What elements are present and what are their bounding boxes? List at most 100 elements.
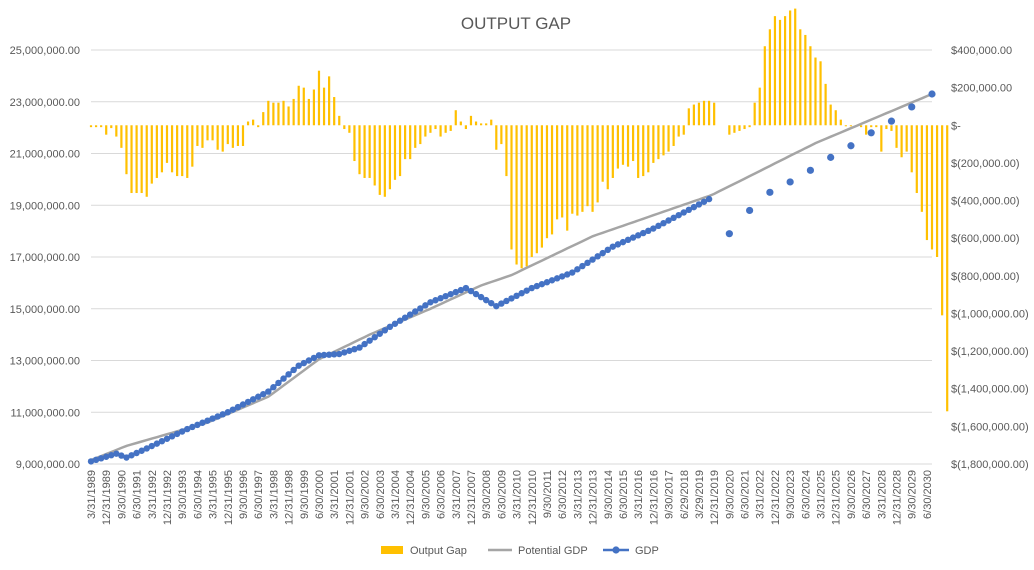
gdp-point <box>604 246 611 254</box>
left-axis-ticks: 9,000,000.00 11,000,000.00 13,000,000.00 15… <box>10 45 80 471</box>
output-gap-bar <box>915 125 918 194</box>
x-tick-label: 3/31/2001 <box>329 470 341 519</box>
gdp-point <box>260 390 267 398</box>
output-gap-bar <box>794 8 797 126</box>
gdp-point <box>295 362 302 369</box>
x-tick-label: 12/31/2013 <box>588 470 600 525</box>
left-tick-label: 25,000,000.00 <box>10 45 80 57</box>
output-gap-bar <box>748 125 751 128</box>
right-tick-label: $(1,400,000.00) <box>951 384 1029 396</box>
x-axis-ticks: 3/31/1989 12/31/1989 9/30/1990 6/30/1991 3/3… <box>86 470 934 525</box>
gdp-point <box>356 344 363 351</box>
x-tick-label: 12/31/1992 <box>162 470 174 525</box>
right-tick-label: $- <box>951 120 961 132</box>
output-gap-bar <box>535 125 538 254</box>
legend-item-output-gap: Output Gap <box>381 545 467 557</box>
left-tick-label: 9,000,000.00 <box>16 459 80 471</box>
x-tick-label: 6/30/2006 <box>436 470 448 519</box>
x-tick-label: 3/31/2010 <box>512 470 524 519</box>
output-gap-bar <box>895 125 898 148</box>
gdp-point <box>401 314 409 321</box>
output-gap-bar <box>576 125 579 216</box>
gdp-point <box>640 229 647 237</box>
output-gap-bar <box>252 119 255 126</box>
gdp-point <box>108 452 115 459</box>
output-gap-bar <box>378 125 381 195</box>
output-gap-bar <box>135 125 138 194</box>
gdp-point <box>513 292 520 300</box>
gdp-point <box>102 453 110 460</box>
output-gap-bars <box>89 8 949 412</box>
output-gap-bar <box>495 125 498 150</box>
gdp-point <box>305 357 313 364</box>
left-tick-label: 11,000,000.00 <box>10 407 80 419</box>
output-gap-bar <box>449 125 452 131</box>
output-gap-bar <box>652 125 655 163</box>
output-gap-bar <box>94 125 98 128</box>
gdp-point <box>391 320 399 327</box>
output-gap-bar <box>586 125 589 207</box>
x-tick-label: 12/31/2028 <box>892 470 904 525</box>
output-gap-bar <box>778 19 782 126</box>
output-gap-bar <box>490 119 493 126</box>
gdp-point <box>249 396 257 403</box>
x-tick-label: 6/30/2024 <box>800 470 812 519</box>
output-gap-bar <box>743 125 746 130</box>
gdp-point <box>265 388 272 395</box>
x-tick-label: 6/29/2018 <box>679 470 691 519</box>
output-gap-bar <box>267 100 270 126</box>
output-gap-bar <box>890 125 893 131</box>
gdp-point <box>594 253 601 260</box>
x-tick-label: 9/30/2011 <box>542 470 554 518</box>
x-tick-label: 12/31/2001 <box>344 470 356 525</box>
gdp-point <box>163 435 171 442</box>
gdp-point <box>725 230 733 238</box>
gdp-point <box>908 103 916 111</box>
gdp-point <box>705 195 713 203</box>
output-gap-bar <box>667 125 670 152</box>
output-gap-bar <box>257 125 260 128</box>
gdp-point <box>153 440 161 447</box>
x-tick-label: 9/30/1999 <box>299 470 311 519</box>
output-gap-bar <box>429 125 432 133</box>
x-tick-label: 6/30/1997 <box>253 470 265 519</box>
gdp-point <box>498 300 505 307</box>
gdp-point <box>87 458 95 465</box>
output-gap-bar <box>611 125 614 178</box>
gdp-point <box>138 447 145 454</box>
output-gap-bar <box>338 115 341 126</box>
gdp-point <box>558 273 566 280</box>
right-tick-label: $(800,000.00) <box>951 271 1020 283</box>
gdp-point <box>553 275 561 282</box>
output-gap-bar <box>555 125 559 220</box>
gdp-point <box>564 271 571 278</box>
gdp-point <box>584 259 591 267</box>
x-tick-label: 12/31/2004 <box>405 470 417 525</box>
legend-swatch <box>381 546 403 554</box>
gdp-point <box>143 445 150 452</box>
right-tick-label: $(200,000.00) <box>951 158 1020 170</box>
output-gap-bar <box>596 125 599 203</box>
output-gap-bar <box>464 125 468 130</box>
x-tick-label: 3/31/2016 <box>633 470 645 519</box>
output-gap-bar <box>824 83 827 126</box>
gdp-point <box>488 299 495 307</box>
output-gap-bar <box>566 125 569 231</box>
output-gap-bar <box>702 100 706 126</box>
output-gap-bar <box>773 16 777 126</box>
gdp-point <box>422 302 429 309</box>
output-gap-bar <box>287 106 290 126</box>
output-gap-bar <box>814 57 817 126</box>
gdp-point <box>482 296 490 304</box>
output-gap-bar <box>839 119 842 126</box>
gdp-point <box>285 371 292 378</box>
output-gap-bar <box>783 16 787 126</box>
x-tick-label: 3/31/2007 <box>451 470 463 519</box>
output-gap-bar <box>358 125 361 175</box>
x-tick-label: 3/31/2025 <box>816 470 828 519</box>
output-gap-bar <box>561 125 564 218</box>
x-tick-label: 6/30/2012 <box>557 470 569 519</box>
gdp-point <box>538 280 546 288</box>
output-gap-bar <box>297 85 300 126</box>
